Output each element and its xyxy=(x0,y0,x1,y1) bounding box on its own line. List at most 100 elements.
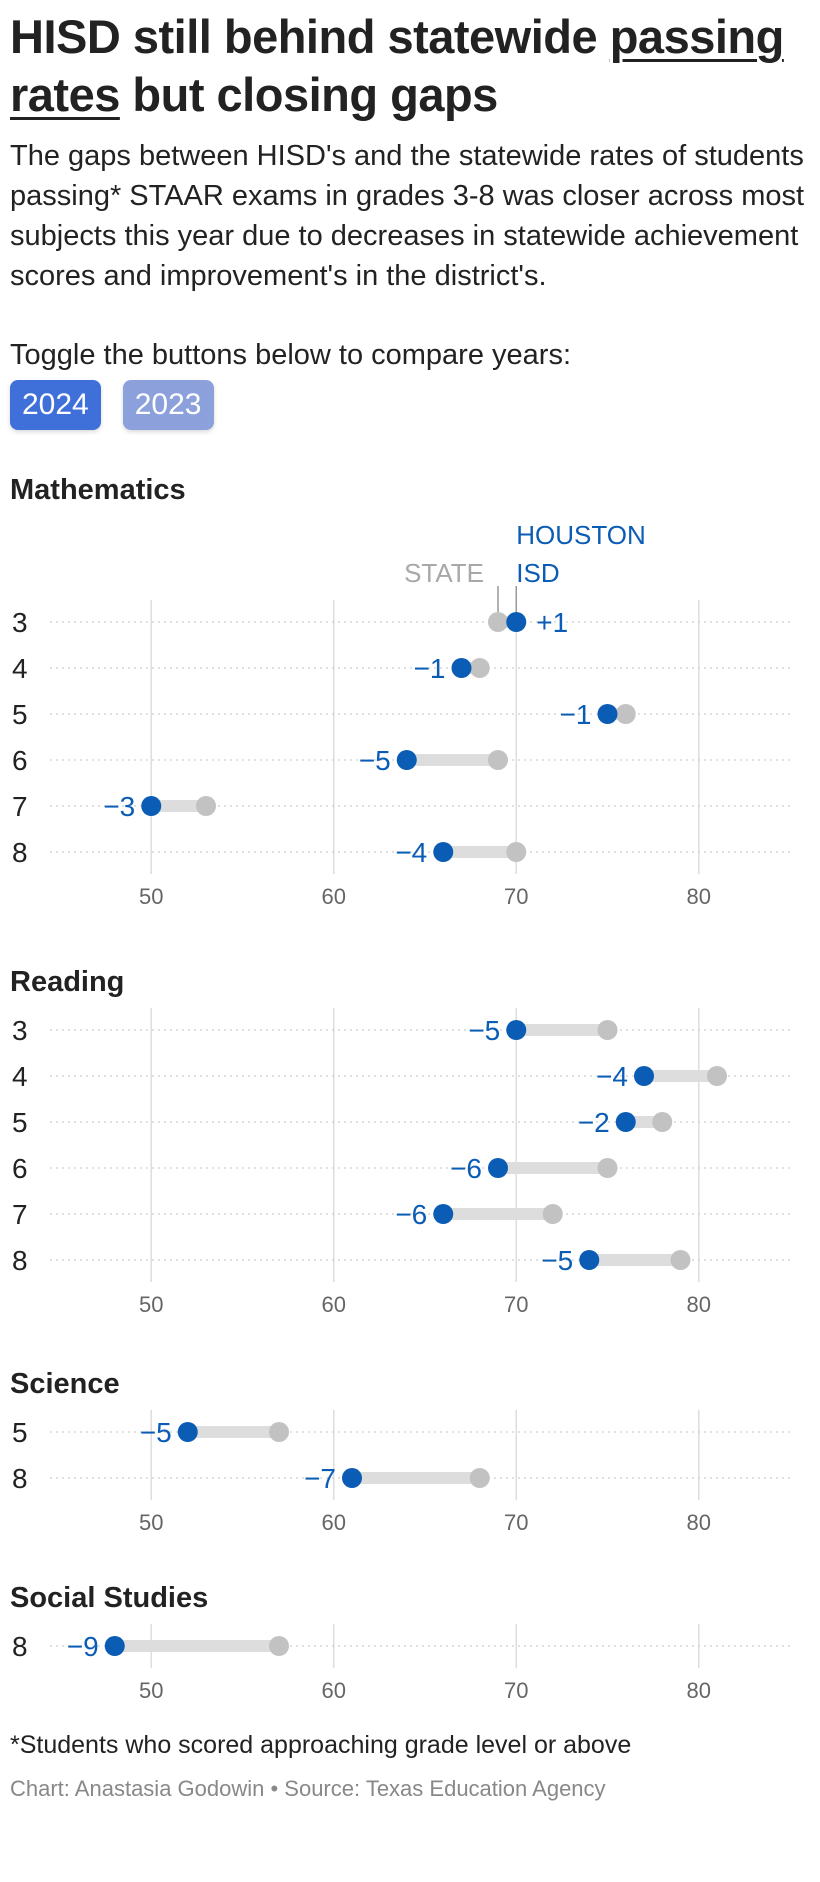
legend-state-label: STATE xyxy=(404,558,484,588)
dumbbell-row: 3 −5 xyxy=(12,1015,790,1046)
reading-title: Reading xyxy=(10,966,125,998)
x-tick-label: 80 xyxy=(687,1510,711,1535)
gap-label: −1 xyxy=(560,699,592,730)
grade-label: 5 xyxy=(12,699,28,730)
x-tick-label: 70 xyxy=(504,884,528,909)
state-dot[interactable] xyxy=(469,1468,490,1488)
x-tick-label: 70 xyxy=(504,1292,528,1317)
dumbbell-row: 6 −5 xyxy=(12,745,790,776)
state-dot[interactable] xyxy=(597,1158,618,1178)
page: HISD still behind statewide passing rate… xyxy=(0,8,820,1804)
mathematics-section: Mathematics 50 60 70 80 STATE HOUSTON ISD 3 +1 4 −1… xyxy=(10,472,810,914)
state-dot[interactable] xyxy=(196,796,216,816)
footnote: *Students who scored approaching grade l… xyxy=(10,1731,632,1759)
state-dot[interactable] xyxy=(469,658,490,678)
dumbbell-row: 8 −9 xyxy=(12,1631,790,1662)
dumbbell-row: 8 −4 xyxy=(12,837,790,868)
gap-label: −1 xyxy=(414,653,446,684)
science-title: Science xyxy=(10,1368,120,1400)
toggle-label: Toggle the buttons below to compare year… xyxy=(10,339,571,371)
gap-label: −5 xyxy=(359,745,391,776)
houston-dot[interactable] xyxy=(597,704,618,724)
houston-dot[interactable] xyxy=(104,1636,125,1656)
dumbbell-row: 7 −6 xyxy=(12,1199,790,1230)
grade-label: 8 xyxy=(12,1631,28,1662)
grade-label: 8 xyxy=(12,1245,28,1276)
gap-label: −5 xyxy=(140,1417,172,1448)
x-tick-label: 80 xyxy=(687,1678,711,1703)
page-title: HISD still behind statewide passing rate… xyxy=(10,8,810,124)
gap-label: −7 xyxy=(304,1463,336,1494)
title-text-1: HISD still behind statewide xyxy=(10,10,610,63)
grade-label: 8 xyxy=(12,1463,28,1494)
state-dot[interactable] xyxy=(615,704,636,724)
houston-dot[interactable] xyxy=(433,1204,454,1224)
houston-dot[interactable] xyxy=(506,612,527,632)
houston-dot[interactable] xyxy=(634,1066,654,1086)
dumbbell-row: 6 −6 xyxy=(12,1153,790,1184)
mathematics-chart: 50 60 70 80 STATE HOUSTON ISD 3 +1 4 −1 5 −1 6 −5 7 −3 8 −… xyxy=(12,520,790,909)
houston-dot[interactable] xyxy=(177,1422,198,1442)
x-tick-label: 60 xyxy=(322,1510,346,1535)
state-dot[interactable] xyxy=(488,612,508,632)
gap-label: −2 xyxy=(578,1107,610,1138)
year-2023-button[interactable]: 2023 xyxy=(122,380,214,430)
gap-label: −3 xyxy=(103,791,135,822)
social-studies-section: Social Studies 50 60 70 80 8 −9 xyxy=(10,1580,810,1708)
state-dot[interactable] xyxy=(542,1204,563,1224)
houston-dot[interactable] xyxy=(433,842,454,862)
dumbbell-row: 5 −5 xyxy=(12,1417,790,1448)
dumbbell-row: 8 −7 xyxy=(12,1463,790,1494)
houston-dot[interactable] xyxy=(579,1250,600,1270)
x-tick-label: 60 xyxy=(322,884,346,909)
grade-label: 3 xyxy=(12,1015,28,1046)
state-dot[interactable] xyxy=(506,842,527,862)
dumbbell-row: 8 −5 xyxy=(12,1245,790,1276)
dumbbell-row: 4 −1 xyxy=(12,653,790,684)
x-tick-label: 70 xyxy=(504,1510,528,1535)
reading-chart: 50 60 70 80 3 −5 4 −4 5 −2 6 −6 7 −6 8 −5 xyxy=(12,1008,790,1317)
gap-label: −5 xyxy=(468,1015,500,1046)
social-studies-title: Social Studies xyxy=(10,1582,209,1614)
houston-dot[interactable] xyxy=(488,1158,508,1178)
x-tick-label: 60 xyxy=(322,1678,346,1703)
year-toggle: 2024 2023 xyxy=(10,380,810,432)
grade-label: 7 xyxy=(12,791,28,822)
grade-label: 4 xyxy=(12,1061,28,1092)
x-tick-label: 80 xyxy=(687,884,711,909)
dumbbell-row: 7 −3 xyxy=(12,791,790,822)
dumbbell-row: 3 +1 xyxy=(12,607,790,638)
houston-dot[interactable] xyxy=(506,1020,527,1040)
x-tick-label: 60 xyxy=(322,1292,346,1317)
title-link[interactable]: passing rates xyxy=(10,10,784,121)
houston-dot[interactable] xyxy=(396,750,417,770)
title-text-2: but closing gaps xyxy=(119,68,498,121)
state-dot[interactable] xyxy=(707,1066,727,1086)
x-tick-label: 50 xyxy=(139,1678,163,1703)
state-dot[interactable] xyxy=(670,1250,691,1270)
gap-label: −4 xyxy=(395,837,427,868)
state-dot[interactable] xyxy=(597,1020,618,1040)
legend-houston-label-line1: HOUSTON xyxy=(516,520,646,550)
gap-label: −5 xyxy=(541,1245,573,1276)
science-chart: 50 60 70 80 5 −5 8 −7 xyxy=(12,1410,790,1535)
credit-line: Chart: Anastasia Godowin • Source: Texas… xyxy=(10,1776,606,1801)
houston-dot[interactable] xyxy=(141,796,162,816)
houston-dot[interactable] xyxy=(615,1112,636,1132)
state-dot[interactable] xyxy=(269,1636,289,1656)
year-2024-button[interactable]: 2024 xyxy=(10,380,101,430)
houston-dot[interactable] xyxy=(451,658,472,678)
reading-section: Reading 50 60 70 80 3 −5 4 −4 5 −2 6 −6 7 −6 8 −5 xyxy=(10,964,810,1322)
mathematics-title: Mathematics xyxy=(10,474,186,506)
x-tick-label: 50 xyxy=(139,1510,163,1535)
grade-label: 6 xyxy=(12,1153,28,1184)
legend-houston-label-line2: ISD xyxy=(516,558,559,588)
charts-container: Mathematics 50 60 70 80 STATE HOUSTON ISD 3 +1 4 −1… xyxy=(10,472,810,1708)
state-dot[interactable] xyxy=(652,1112,673,1132)
gap-label: −6 xyxy=(450,1153,482,1184)
houston-dot[interactable] xyxy=(342,1468,362,1488)
state-dot[interactable] xyxy=(488,750,508,770)
social-studies-chart: 50 60 70 80 8 −9 xyxy=(12,1624,790,1703)
state-dot[interactable] xyxy=(269,1422,289,1442)
x-tick-label: 80 xyxy=(687,1292,711,1317)
